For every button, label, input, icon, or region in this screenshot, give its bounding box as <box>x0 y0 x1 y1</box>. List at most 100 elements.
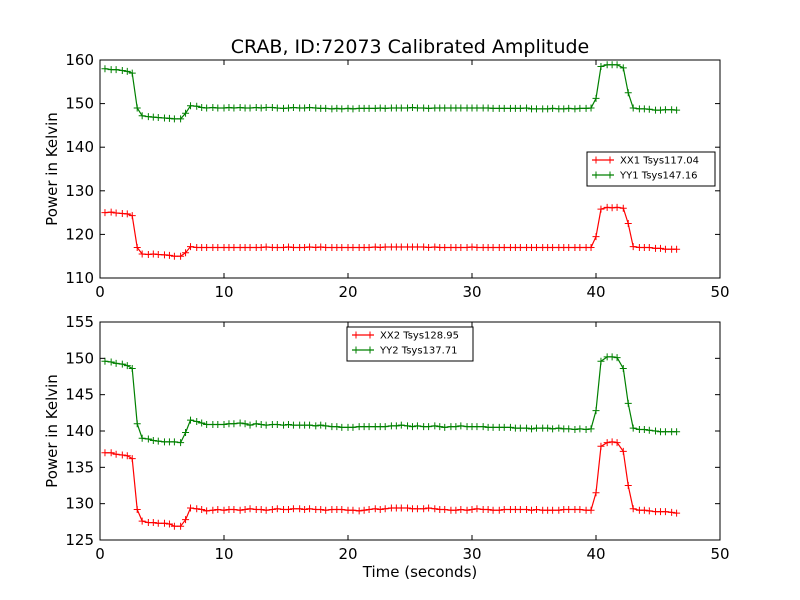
data-point <box>582 426 590 434</box>
data-point <box>576 425 584 433</box>
data-point <box>214 420 222 428</box>
chart-title: CRAB, ID:72073 Calibrated Amplitude <box>231 36 590 58</box>
data-point <box>209 506 217 514</box>
data-point <box>262 104 270 112</box>
data-point <box>349 105 357 113</box>
legend-marker <box>352 346 371 354</box>
data-point <box>597 63 605 71</box>
data-point <box>144 435 152 443</box>
x-tick-label: 50 <box>710 545 729 563</box>
data-point <box>656 244 664 252</box>
x-axis-label: Time (seconds) <box>362 563 478 581</box>
data-point <box>273 104 281 112</box>
data-point <box>138 434 146 442</box>
data-point <box>629 104 637 112</box>
data-point <box>365 243 373 251</box>
data-point <box>565 505 573 513</box>
data-point <box>425 423 433 431</box>
data-point <box>338 423 346 431</box>
data-point <box>413 422 421 430</box>
data-point <box>128 212 136 220</box>
data-point <box>138 112 146 120</box>
data-point <box>661 245 669 253</box>
data-point <box>397 243 405 251</box>
data-point <box>592 489 600 497</box>
data-point <box>262 243 270 251</box>
x-tick-label: 0 <box>95 283 105 301</box>
data-point <box>257 420 265 428</box>
data-point <box>198 505 206 513</box>
data-point <box>544 424 552 432</box>
data-point <box>349 243 357 251</box>
data-point <box>230 243 238 251</box>
data-point <box>128 455 136 463</box>
data-point <box>338 243 346 251</box>
data-point <box>565 243 573 251</box>
data-point <box>177 252 185 260</box>
data-point <box>133 505 141 513</box>
data-point <box>296 505 304 513</box>
series-xx1 <box>101 203 681 260</box>
x-tick-label: 0 <box>95 545 105 563</box>
data-point <box>489 423 497 431</box>
data-point <box>457 422 465 430</box>
data-point <box>365 505 373 513</box>
data-point <box>457 505 465 513</box>
data-point <box>360 506 368 514</box>
data-point <box>306 421 314 429</box>
data-point <box>484 505 492 513</box>
data-point <box>592 94 600 102</box>
data-point <box>555 506 563 514</box>
data-point <box>652 427 660 435</box>
legend-marker <box>352 331 371 339</box>
data-point <box>619 204 627 212</box>
data-point <box>640 426 648 434</box>
data-point <box>489 506 497 514</box>
data-point <box>516 104 524 112</box>
data-point <box>220 420 228 428</box>
data-point <box>613 203 621 211</box>
data-point <box>549 243 557 251</box>
data-point <box>170 438 178 446</box>
data-point <box>338 105 346 113</box>
data-point <box>236 419 244 427</box>
data-point <box>397 504 405 512</box>
data-point <box>118 451 126 459</box>
legend: XX1 Tsys117.04 YY1 Tsys147.16 <box>586 151 716 187</box>
data-point <box>532 424 540 432</box>
data-point <box>187 102 195 110</box>
legend-box <box>586 151 716 187</box>
data-point <box>241 505 249 513</box>
series-yy2 <box>101 353 681 447</box>
data-point <box>230 420 238 428</box>
data-point <box>404 422 412 430</box>
x-tick-label: 30 <box>462 545 481 563</box>
data-point <box>397 104 405 112</box>
data-point <box>645 426 653 434</box>
data-point <box>619 447 627 455</box>
data-point <box>160 519 168 527</box>
data-point <box>624 220 632 227</box>
data-point <box>289 243 297 251</box>
data-point <box>576 505 584 513</box>
data-point <box>349 506 357 514</box>
data-point <box>107 208 115 216</box>
subplot-2: 0 10 20 30 40 50 125 130 135 140 145 150 155 Power in… <box>43 313 730 581</box>
data-point <box>123 210 131 218</box>
data-point <box>381 243 389 251</box>
data-point <box>306 104 314 112</box>
data-point <box>123 67 131 75</box>
legend-label: YY1 Tsys147.16 <box>619 171 698 182</box>
data-point <box>532 243 540 251</box>
series-xx2 <box>101 438 681 530</box>
y-tick-label: 125 <box>65 531 94 549</box>
data-point <box>645 105 653 113</box>
data-point <box>619 64 627 72</box>
data-point <box>565 425 573 433</box>
data-point <box>246 421 254 429</box>
data-point <box>532 105 540 113</box>
data-point <box>165 251 173 259</box>
legend: XX2 Tsys128.95 YY2 Tsys137.71 <box>346 326 474 362</box>
data-point <box>587 104 595 112</box>
data-point <box>280 421 288 429</box>
